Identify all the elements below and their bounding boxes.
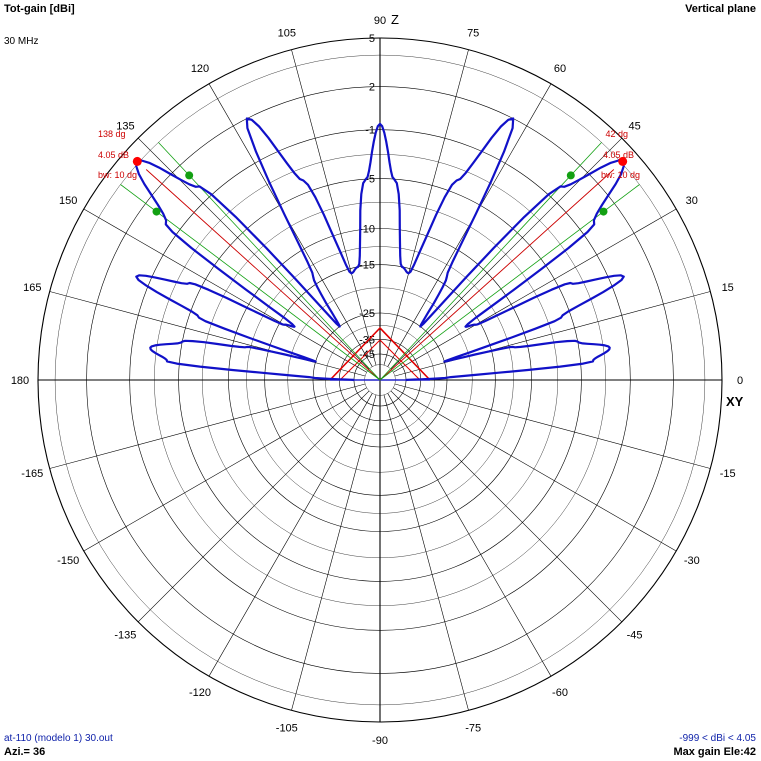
angle-tick-label: 15 <box>722 282 734 294</box>
beam-markers <box>132 156 628 216</box>
beamwidth-marker <box>152 207 161 216</box>
angle-labels: 0 15 30 45 60 75 90 105 120 135 150 165 180 -165 -150 -… <box>11 15 743 747</box>
plane-label: Vertical plane <box>685 3 756 15</box>
angle-tick-label: -30 <box>684 555 700 567</box>
grid-spoke <box>83 208 367 373</box>
grid-spoke <box>83 387 367 552</box>
beamwidth-marker <box>566 171 575 180</box>
grid-spoke <box>393 387 677 552</box>
angle-tick-label: 90 <box>374 15 386 27</box>
gain-ring-label: -25 <box>359 308 375 320</box>
grid-spoke <box>390 137 623 370</box>
max-gain-line <box>145 169 381 381</box>
gain-ring-label: -10 <box>359 224 375 236</box>
grid-spoke <box>291 394 377 711</box>
beam-gain-label: 4.05 dB <box>603 150 634 160</box>
angle-tick-label: -90 <box>372 735 388 747</box>
beam-angle-label: 42 dg <box>605 129 628 139</box>
inverted-v-element <box>329 326 431 381</box>
angle-tick-label: 30 <box>686 195 698 207</box>
angle-tick-label: 105 <box>278 27 296 39</box>
grid-spoke <box>208 393 373 677</box>
angle-tick-label: -15 <box>720 468 736 480</box>
grid-spoke <box>291 49 377 366</box>
gain-ring-label: -45 <box>359 349 375 361</box>
beam-bw-label: bw: 10 dg <box>601 170 640 180</box>
grid-spoke <box>383 49 469 366</box>
angle-tick-label: 45 <box>628 120 640 132</box>
angle-tick-label: 150 <box>59 195 77 207</box>
beam-angle-label: 138 dg <box>98 129 126 139</box>
angle-tick-label: 0 <box>737 375 743 387</box>
gain-ring-label: -1 <box>365 125 375 137</box>
beamwidth-line <box>158 142 381 381</box>
gain-pattern-curve <box>135 117 625 382</box>
angle-tick-label: 135 <box>116 120 134 132</box>
angle-tick-label: -150 <box>57 555 79 567</box>
angle-tick-label: 180 <box>11 375 29 387</box>
gain-range: -999 < dBi < 4.05 <box>679 733 756 744</box>
max-gain-elevation: Max gain Ele:42 <box>673 746 756 758</box>
grid-spoke <box>137 137 370 370</box>
grid-spoke <box>393 208 677 373</box>
frequency-label: 30 MHz <box>4 36 39 47</box>
max-gain-marker <box>132 156 142 166</box>
grid-spoke <box>383 394 469 711</box>
angle-tick-label: -60 <box>552 687 568 699</box>
inverted-v-inner <box>339 339 421 381</box>
beam-bw-label: bw: 10 dg <box>98 170 137 180</box>
z-axis-label: Z <box>391 12 399 27</box>
grid-spoke <box>49 383 366 469</box>
max-gain-marker <box>618 156 628 166</box>
gain-ring-label: -15 <box>359 260 375 272</box>
beamwidth-marker <box>185 171 194 180</box>
angle-tick-label: 75 <box>467 27 479 39</box>
file-name: at-110 (modelo 1) 30.out <box>4 733 113 744</box>
beamwidth-line <box>379 142 602 381</box>
angle-tick-label: 165 <box>23 282 41 294</box>
max-gain-line <box>379 169 615 381</box>
angle-tick-label: -75 <box>465 723 481 735</box>
angle-tick-label: 60 <box>554 63 566 75</box>
grid-spoke <box>387 393 552 677</box>
angle-tick-label: -105 <box>276 723 298 735</box>
gain-pattern <box>135 117 625 382</box>
grid-spoke <box>390 390 623 623</box>
gain-ring-label: 2 <box>369 82 375 94</box>
chart-title: Tot-gain [dBi] <box>4 3 75 15</box>
beamwidth-marker <box>599 207 608 216</box>
xy-axis-label: XY <box>726 394 744 409</box>
beam-labels: 42 dg 4.05 dB bw: 10 dg 138 dg 4.05 dB bw: 10… <box>98 129 640 180</box>
azimuth-label: Azi.= 36 <box>4 746 46 758</box>
angle-tick-label: -135 <box>114 630 136 642</box>
gain-ring-label: 5 <box>369 33 375 45</box>
grid-spoke <box>137 390 370 623</box>
beam-gain-label: 4.05 dB <box>98 150 129 160</box>
angle-tick-label: -45 <box>627 630 643 642</box>
angle-tick-label: -165 <box>21 468 43 480</box>
angle-tick-label: 120 <box>191 63 209 75</box>
gain-ring-label: -5 <box>365 174 375 186</box>
angle-tick-label: -120 <box>189 687 211 699</box>
grid-spoke <box>394 383 711 469</box>
